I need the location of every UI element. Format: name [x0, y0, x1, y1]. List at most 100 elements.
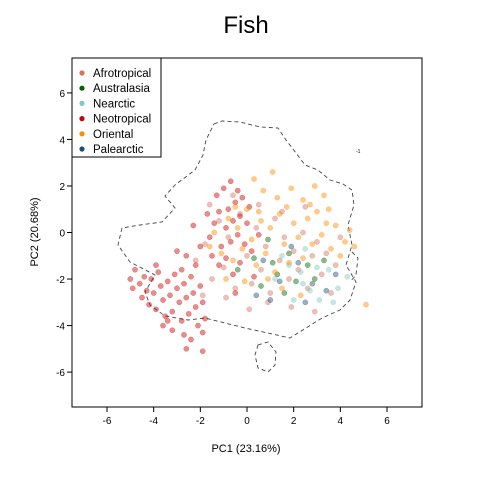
- point-neotropical: [192, 304, 199, 310]
- point-nearctic: [307, 287, 313, 294]
- point-nearctic: [300, 280, 306, 287]
- point-neotropical: [225, 206, 232, 212]
- point-afrotropical: [216, 218, 222, 224]
- point-nearctic: [330, 299, 337, 306]
- point-nearctic: [302, 245, 309, 252]
- point-oriental: [328, 245, 334, 252]
- point-palearctic: [302, 299, 309, 306]
- y-tick-label: 6: [59, 89, 65, 100]
- point-afrotropical: [300, 229, 306, 236]
- point-afrotropical: [309, 252, 316, 259]
- legend-marker-australasia: [79, 85, 85, 91]
- point-nearctic: [290, 297, 297, 303]
- point-neotropical: [188, 273, 194, 280]
- point-neotropical: [230, 218, 236, 224]
- y-tick-label: 2: [59, 182, 65, 193]
- y-tick-label: 0: [59, 229, 65, 240]
- x-tick-label: -6: [103, 416, 112, 427]
- point-nearctic: [316, 297, 323, 303]
- point-oriental: [309, 241, 316, 247]
- point-australasia: [269, 259, 276, 266]
- point-oriental: [314, 208, 320, 215]
- legend-label-oriental: Oriental: [93, 129, 133, 141]
- point-oriental: [223, 276, 229, 282]
- point-afrotropical: [225, 234, 232, 240]
- point-oriental: [307, 201, 313, 208]
- point-palearctic: [309, 280, 316, 287]
- point-afrotropical: [206, 201, 213, 208]
- point-neotropical: [132, 266, 138, 273]
- point-afrotropical: [323, 250, 330, 257]
- density-contour-line-small: [254, 341, 277, 373]
- point-afrotropical: [337, 234, 344, 240]
- point-afrotropical: [318, 271, 325, 278]
- point-palearctic: [295, 259, 302, 266]
- density-contour-line-right: [349, 251, 359, 283]
- point-neotropical: [148, 276, 155, 282]
- point-oriental: [239, 245, 246, 252]
- point-afrotropical: [288, 304, 295, 310]
- point-afrotropical: [279, 208, 285, 215]
- point-oriental: [286, 259, 292, 266]
- point-australasia: [293, 278, 299, 285]
- y-tick-label: -4: [56, 322, 65, 333]
- point-oriental: [283, 204, 290, 210]
- point-oriental: [258, 218, 264, 224]
- legend-box: [71, 57, 162, 158]
- point-neotropical: [209, 252, 215, 259]
- point-oriental: [251, 176, 257, 182]
- point-neotropical: [141, 273, 148, 280]
- point-australasia: [251, 255, 257, 261]
- point-neotropical: [248, 248, 255, 254]
- point-neotropical: [197, 243, 204, 250]
- point-oriental: [279, 285, 285, 292]
- x-tick-label: 0: [244, 416, 250, 427]
- point-neotropical: [150, 290, 157, 296]
- point-oriental: [342, 238, 348, 245]
- point-afrotropical: [281, 234, 288, 240]
- point-neotropical: [237, 259, 243, 266]
- point-neotropical: [195, 322, 201, 329]
- legend-label-afrotropical: Afrotropical: [93, 68, 151, 80]
- point-palearctic: [267, 297, 274, 303]
- legend: Afrotropical Australasia Nearctic Neotropic…: [71, 57, 162, 158]
- point-neotropical: [232, 199, 239, 206]
- point-oriental: [300, 255, 306, 261]
- x-axis-ticks: -6 -4 -2 0 2 4 6: [103, 407, 390, 427]
- point-neotropical: [178, 266, 185, 273]
- point-nearctic: [272, 276, 278, 282]
- point-neotropical: [169, 308, 176, 315]
- point-neotropical: [246, 204, 253, 210]
- legend-marker-oriental: [79, 131, 85, 137]
- point-neotropical: [202, 315, 208, 322]
- point-neotropical: [185, 311, 192, 317]
- point-oriental: [300, 197, 306, 203]
- point-oriental: [363, 301, 369, 308]
- point-afrotropical: [244, 252, 250, 259]
- x-tick-label: 4: [338, 416, 344, 427]
- point-neotropical: [199, 329, 206, 336]
- point-australasia: [304, 262, 311, 268]
- point-neotropical: [146, 301, 152, 308]
- point-neotropical: [234, 231, 241, 238]
- point-neotropical: [181, 280, 187, 287]
- point-neotropical: [181, 332, 187, 338]
- legend-marker-nearctic: [79, 100, 85, 106]
- point-neotropical: [190, 222, 197, 229]
- point-palearctic: [323, 287, 330, 294]
- point-nearctic: [325, 266, 332, 273]
- point-afrotropical: [267, 290, 274, 296]
- point-oriental: [351, 243, 358, 250]
- point-afrotropical: [286, 276, 292, 282]
- point-neotropical: [176, 299, 183, 306]
- point-australasia: [311, 276, 318, 282]
- point-afrotropical: [209, 276, 215, 282]
- x-tick-label: -4: [149, 416, 158, 427]
- x-tick-label: 2: [291, 416, 297, 427]
- point-oriental: [276, 211, 283, 217]
- point-neotropical: [160, 297, 166, 303]
- contour-label: -1: [356, 149, 361, 155]
- x-axis-label: PC1 (23.16%): [211, 443, 280, 455]
- point-neotropical: [174, 248, 180, 254]
- point-afrotropical: [255, 201, 262, 208]
